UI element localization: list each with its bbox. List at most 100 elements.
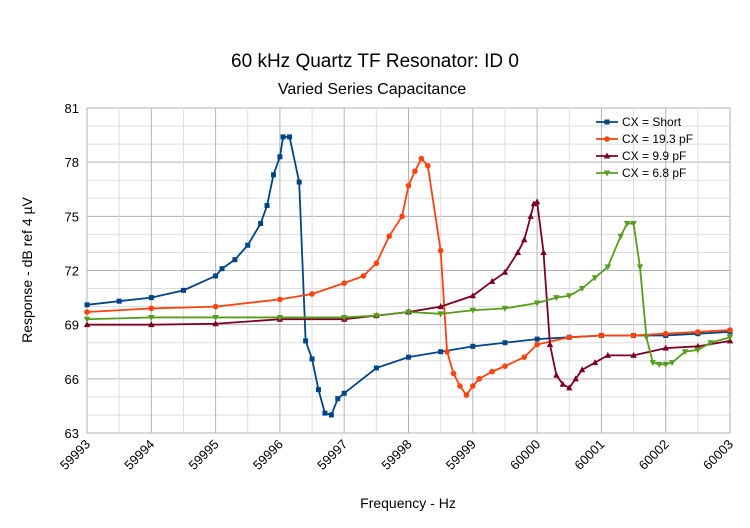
x-tick-label: 59999 (443, 437, 479, 473)
data-point (540, 248, 547, 255)
data-point (296, 179, 302, 185)
data-point (578, 366, 586, 373)
series-group (83, 134, 734, 418)
series-cx-6-8-pf (83, 221, 734, 368)
y-tick-label: 78 (65, 155, 79, 170)
y-tick-label: 69 (65, 318, 79, 333)
data-point (656, 361, 663, 368)
data-point (450, 370, 457, 377)
y-tick-label: 81 (65, 101, 79, 116)
data-point (566, 293, 573, 300)
data-point (212, 303, 219, 310)
y-tick-label: 63 (65, 426, 79, 441)
data-point (280, 134, 286, 140)
data-point (591, 275, 599, 282)
data-point (84, 309, 90, 315)
data-point (399, 213, 405, 220)
data-point (502, 340, 508, 346)
data-point (527, 212, 534, 219)
data-point (598, 332, 605, 339)
data-point (727, 327, 733, 333)
y-tick-label: 75 (65, 209, 79, 224)
data-point (604, 119, 610, 125)
chart-title: 60 kHz Quartz TF Resonator: ID 0 (231, 51, 519, 72)
data-point (649, 360, 657, 367)
x-tick-label: 60003 (700, 437, 736, 473)
legend-label: CX = 9.9 pF (622, 149, 686, 163)
data-point (501, 268, 509, 275)
data-point (501, 305, 509, 312)
data-point (315, 387, 321, 393)
data-point (322, 410, 328, 416)
data-point (405, 309, 412, 316)
series-cx-19-3-pf (84, 155, 733, 398)
data-point (418, 155, 425, 162)
data-point (148, 305, 155, 312)
data-point (630, 351, 637, 358)
data-point (630, 221, 637, 228)
data-point (232, 257, 238, 263)
data-point (148, 321, 155, 328)
chart-subtitle: Varied Series Capacitance (278, 81, 466, 98)
data-point (270, 172, 276, 178)
data-point (264, 203, 270, 208)
data-point (514, 248, 522, 255)
data-point (360, 273, 367, 279)
data-point (521, 236, 528, 243)
data-point (303, 338, 309, 344)
data-point (309, 356, 315, 362)
legend-label: CX = 19.3 pF (622, 132, 693, 146)
data-point (277, 296, 283, 303)
legend: CX = Short CX = 19.3 pF CX = 9.9 pF CX = 6.… (596, 115, 693, 180)
data-point (533, 198, 541, 205)
data-point (148, 295, 154, 301)
legend-entry: CX = Short (596, 115, 682, 129)
data-point (424, 162, 431, 169)
data-point (287, 134, 293, 140)
y-tick-label: 72 (65, 264, 79, 279)
data-point (373, 260, 380, 267)
data-point (695, 329, 701, 335)
data-point (604, 264, 612, 271)
y-axis-label: Response - dB ref 4 µV (19, 196, 35, 342)
data-point (521, 354, 528, 360)
data-point (470, 383, 476, 389)
data-point (623, 221, 631, 228)
data-point (276, 314, 284, 321)
data-point (469, 307, 476, 314)
data-point (559, 380, 567, 387)
data-point (437, 247, 444, 254)
series-line (86, 135, 731, 417)
data-point (603, 170, 611, 177)
x-tick-label: 59998 (378, 437, 414, 473)
x-tick-label: 59993 (57, 437, 93, 473)
data-point (341, 390, 347, 396)
data-point (469, 292, 476, 299)
data-point (681, 349, 689, 356)
data-point (335, 396, 341, 402)
data-point (489, 368, 495, 375)
data-point (212, 314, 219, 321)
data-point (386, 233, 393, 239)
data-point (546, 341, 554, 348)
data-point (662, 344, 669, 351)
data-point (328, 412, 334, 418)
data-point (530, 200, 538, 207)
data-point (437, 311, 444, 318)
data-point (309, 291, 315, 297)
data-point (726, 334, 734, 341)
data-point (83, 321, 91, 328)
data-point (373, 365, 379, 371)
data-point (488, 277, 496, 284)
x-tick-label: 60002 (636, 437, 672, 473)
data-point (457, 383, 463, 389)
data-point (533, 300, 541, 307)
data-point (476, 376, 483, 382)
x-tick-label: 59996 (250, 437, 286, 473)
y-tick-label: 66 (65, 372, 79, 387)
data-point (219, 266, 225, 272)
data-point (180, 287, 186, 293)
data-point (83, 316, 91, 323)
legend-label: CX = 6.8 pF (622, 166, 686, 180)
